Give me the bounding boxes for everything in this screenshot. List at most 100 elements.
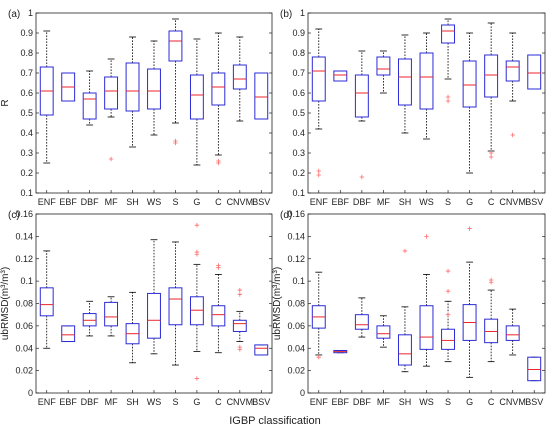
outlier-marker bbox=[316, 172, 321, 178]
outlier-marker bbox=[173, 138, 178, 144]
box-g bbox=[189, 222, 204, 381]
box-s bbox=[441, 268, 456, 363]
box-iqr bbox=[211, 305, 226, 327]
x-tick-label: BSV bbox=[252, 397, 270, 407]
box-g bbox=[189, 38, 204, 166]
x-tick-label: WS bbox=[419, 197, 434, 207]
box-iqr bbox=[168, 287, 183, 326]
box-enf bbox=[39, 250, 54, 349]
y-tick-label: 0.02 bbox=[287, 366, 305, 376]
x-tick-label: CNVM bbox=[499, 197, 526, 207]
outlier-marker bbox=[108, 156, 114, 162]
y-tick-label: 0.1 bbox=[292, 276, 305, 286]
box-iqr bbox=[441, 328, 456, 350]
box-bsv bbox=[254, 72, 269, 120]
y-tick-label: 0.7 bbox=[292, 68, 305, 78]
x-tick-label: CNVM bbox=[227, 397, 254, 407]
panel-label: (a) bbox=[8, 9, 20, 20]
x-tick-label: DBF bbox=[353, 197, 372, 207]
box-mf bbox=[376, 50, 391, 94]
box-ws bbox=[419, 234, 434, 367]
y-tick-label: 0.4 bbox=[20, 128, 33, 138]
outlier-marker bbox=[194, 252, 200, 257]
y-tick-label: 0.16 bbox=[287, 209, 305, 219]
box-s bbox=[168, 18, 183, 146]
x-tick-label: CNVM bbox=[499, 397, 526, 407]
box-dbf bbox=[82, 70, 97, 126]
x-tick-label: MF bbox=[377, 397, 390, 407]
outlier-marker bbox=[445, 98, 451, 104]
box-iqr bbox=[527, 356, 542, 382]
x-tick-label: ENF bbox=[310, 397, 329, 407]
box-iqr bbox=[462, 60, 477, 108]
box-ebf bbox=[333, 349, 348, 354]
y-tick-label: 0 bbox=[28, 388, 33, 398]
panel-label: (b) bbox=[280, 9, 292, 20]
x-tick-label: WS bbox=[147, 197, 162, 207]
y-tick-label: 0 bbox=[300, 388, 305, 398]
box-bsv bbox=[527, 356, 542, 382]
box-iqr bbox=[61, 325, 76, 343]
box-iqr bbox=[125, 62, 140, 112]
x-tick-label: BSV bbox=[525, 397, 543, 407]
box-iqr bbox=[419, 305, 434, 350]
y-tick-label: 0.04 bbox=[15, 343, 33, 353]
box-enf bbox=[39, 30, 54, 164]
y-tick-label: 0.8 bbox=[292, 48, 305, 58]
x-tick-label: S bbox=[172, 397, 178, 407]
box-c bbox=[211, 32, 226, 166]
outlier-marker bbox=[445, 268, 451, 274]
x-tick-label: S bbox=[445, 397, 451, 407]
x-tick-label: ENF bbox=[38, 397, 57, 407]
outlier-marker bbox=[316, 168, 321, 174]
y-tick-label: 0.16 bbox=[15, 209, 33, 219]
x-tick-label: G bbox=[193, 397, 200, 407]
x-tick-label: DBF bbox=[353, 397, 372, 407]
y-tick-label: 0.02 bbox=[15, 366, 33, 376]
box-iqr bbox=[376, 325, 391, 339]
y-tick-label: 0.1 bbox=[20, 276, 33, 286]
box-iqr bbox=[333, 70, 348, 82]
panel-a: 0.1 0.2 0.3 0.4 0.5 0.6 0.7 0.8 0.9 1 ENF EBF DBF MF S… bbox=[0, 8, 273, 207]
box-iqr bbox=[232, 64, 247, 90]
outlier-marker bbox=[402, 248, 408, 254]
box-iqr bbox=[505, 60, 520, 82]
box-sh bbox=[397, 248, 412, 373]
box-iqr bbox=[484, 318, 499, 344]
x-tick-label: EBF bbox=[332, 397, 350, 407]
box-sh bbox=[125, 36, 140, 148]
y-tick-label: 0.5 bbox=[292, 108, 305, 118]
y-axis-label: R bbox=[0, 99, 11, 106]
box-iqr bbox=[147, 292, 161, 339]
x-tick-label: SH bbox=[399, 197, 412, 207]
box-g bbox=[462, 226, 477, 378]
y-tick-label: 0.9 bbox=[292, 28, 305, 38]
box-cnvm bbox=[505, 32, 520, 138]
box-bsv bbox=[254, 344, 269, 356]
x-tick-label: BSV bbox=[252, 197, 270, 207]
outlier-marker bbox=[467, 226, 472, 231]
box-ebf bbox=[333, 70, 348, 82]
box-iqr bbox=[441, 24, 456, 44]
panel-d: 0 0.02 0.04 0.06 0.08 0.1 0.12 0.14 0.16 ENF EBF DB… bbox=[272, 209, 546, 407]
x-tick-label: S bbox=[172, 197, 178, 207]
outlier-marker bbox=[237, 347, 243, 352]
box-iqr bbox=[419, 52, 434, 110]
box-ebf bbox=[61, 325, 76, 343]
y-tick-label: 0.14 bbox=[15, 231, 33, 241]
y-tick-label: 0.06 bbox=[15, 321, 33, 331]
y-tick-label: 0.08 bbox=[15, 299, 33, 309]
y-tick-label: 0.9 bbox=[20, 28, 33, 38]
y-tick-label: 1 bbox=[28, 8, 33, 18]
box-iqr bbox=[189, 296, 204, 326]
x-tick-label: ENF bbox=[38, 197, 57, 207]
box-iqr bbox=[189, 74, 204, 120]
box-ws bbox=[147, 239, 161, 355]
box-iqr bbox=[147, 68, 161, 110]
y-tick-label: 0.04 bbox=[287, 343, 305, 353]
outlier-marker bbox=[237, 292, 243, 297]
x-tick-label: EBF bbox=[59, 397, 77, 407]
y-tick-label: 0.1 bbox=[292, 188, 305, 198]
box-iqr bbox=[397, 334, 412, 366]
